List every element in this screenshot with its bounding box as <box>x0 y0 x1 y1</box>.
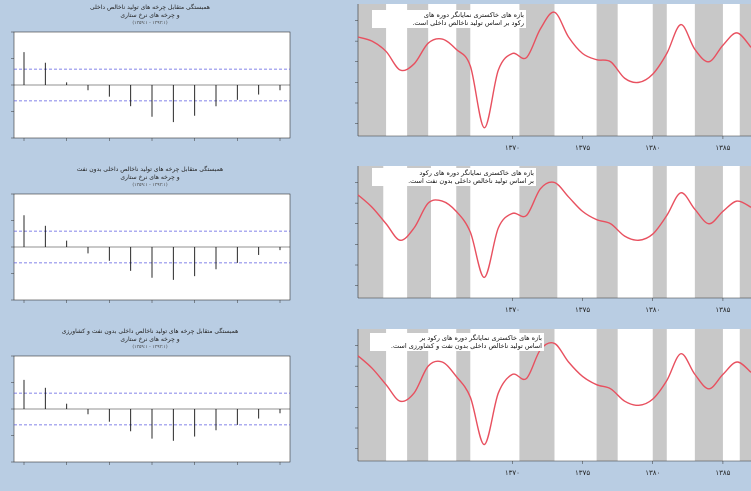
cycle-note-line1: بازه های خاکستری نمایانگر دوره های رکود … <box>419 334 542 342</box>
recession-band <box>456 4 471 136</box>
acf-panel-3: همبستگی متقابل چرخه های تولید ناخالص داخ… <box>0 324 300 484</box>
cycle-note-line1: بازه های خاکستری نمایانگر دوره های رکود <box>419 169 534 177</box>
recession-band <box>694 4 723 136</box>
x-tick-label: ۱۳۷۰ <box>505 469 520 477</box>
x-tick-label: ۱۳۸۵ <box>715 469 730 477</box>
recession-band <box>739 329 751 461</box>
acf-subtitle: (۱۳۵۹:۱ - ۱۳۹۳:۱) <box>132 21 168 26</box>
x-tick-label: ۱۳۸۵ <box>715 144 730 152</box>
cycle-panel-1: ۱۳۷۰ ۱۳۷۵ ۱۳۸۰ ۱۳۸۵ بازه های خاکستری نمایان… <box>330 0 751 162</box>
acf-panel-1: همبستگی متقابل چرخه های تولید ناخالص داخ… <box>0 0 300 160</box>
cycle-line <box>357 342 751 446</box>
acf-chart <box>11 355 291 465</box>
cycle-note: بازه های خاکستری نمایانگر دوره های رکود … <box>372 168 536 186</box>
x-tick-label: ۱۳۷۰ <box>505 306 520 314</box>
acf-chart <box>11 193 291 303</box>
x-tick-label: ۱۳۸۰ <box>645 144 660 152</box>
cycle-note-line2: بر اساس تولید ناخالص داخلی بدون نفت است. <box>408 177 534 185</box>
x-tick-label: ۱۳۸۵ <box>715 306 730 314</box>
acf-subtitle: (۱۳۵۹:۱ - ۱۳۹۳:۱) <box>132 345 168 350</box>
recession-band <box>456 166 471 298</box>
recession-band <box>694 329 723 461</box>
cycle-chart: ۱۳۷۰ ۱۳۷۵ ۱۳۸۰ ۱۳۸۵ <box>355 166 751 314</box>
cycle-line <box>357 11 751 129</box>
recession-band <box>519 166 558 298</box>
recession-band <box>407 329 429 461</box>
recession-band <box>596 166 618 298</box>
recession-band <box>407 4 429 136</box>
x-tick-label: ۱۳۷۰ <box>505 144 520 152</box>
recession-band <box>652 4 667 136</box>
recession-band <box>456 329 471 461</box>
x-tick-label: ۱۳۸۰ <box>645 469 660 477</box>
acf-subtitle: (۱۳۵۹:۱ - ۱۳۹۳:۱) <box>132 183 168 188</box>
recession-band <box>739 4 751 136</box>
acf-title-line2: و چرخه های نرخ ستاری <box>120 174 180 181</box>
recession-band <box>407 166 431 298</box>
acf-chart <box>11 31 291 141</box>
x-tick-label: ۱۳۷۵ <box>575 469 590 477</box>
recession-band <box>596 4 618 136</box>
recession-band <box>596 329 618 461</box>
x-tick-label: ۱۳۷۵ <box>575 306 590 314</box>
acf-title-line1: همبستگی متقابل چرخه های تولید ناخالص داخ… <box>76 166 224 173</box>
cycle-note-line2: اساس تولید ناخالص داخلی بدون نفت و کشاور… <box>390 342 542 350</box>
acf-title-line1: همبستگی متقابل چرخه های تولید ناخالص داخ… <box>90 4 210 11</box>
acf-title-line1: همبستگی متقابل چرخه های تولید ناخالص داخ… <box>61 328 239 335</box>
x-tick-label: ۱۳۸۰ <box>645 306 660 314</box>
recession-band <box>358 166 384 298</box>
acf-title-line2: و چرخه های نرخ ستاری <box>120 336 180 343</box>
cycle-chart: ۱۳۷۰ ۱۳۷۵ ۱۳۸۰ ۱۳۸۵ <box>355 4 751 152</box>
cycle-panel-2: ۱۳۷۰ ۱۳۷۵ ۱۳۸۰ ۱۳۸۵ بازه های خاکستری نمایان… <box>330 162 751 324</box>
cycle-line <box>357 181 751 279</box>
acf-title-line2: و چرخه های نرخ ستاری <box>120 12 180 19</box>
recession-band <box>652 166 667 298</box>
cycle-panel-3: ۱۳۷۰ ۱۳۷۵ ۱۳۸۰ ۱۳۸۵ بازه های خاکستری نمایان… <box>330 325 751 487</box>
recession-band <box>652 329 667 461</box>
cycle-chart: ۱۳۷۰ ۱۳۷۵ ۱۳۸۰ ۱۳۸۵ <box>355 329 751 477</box>
acf-panel-2: همبستگی متقابل چرخه های تولید ناخالص داخ… <box>0 162 300 322</box>
cycle-note-line2: رکود بر اساس تولید ناخالص داخلی است. <box>412 19 524 27</box>
recession-band <box>694 166 723 298</box>
cycle-note: بازه های خاکستری نمایانگر دوره های رکود … <box>370 333 544 351</box>
x-tick-label: ۱۳۷۵ <box>575 144 590 152</box>
cycle-note-line1: بازه های خاکستری نمایانگر دوره های <box>423 11 524 19</box>
recession-band <box>358 329 387 461</box>
cycle-note: بازه های خاکستری نمایانگر دوره های رکود … <box>372 10 526 28</box>
recession-band <box>519 329 555 461</box>
recession-band <box>739 166 751 298</box>
